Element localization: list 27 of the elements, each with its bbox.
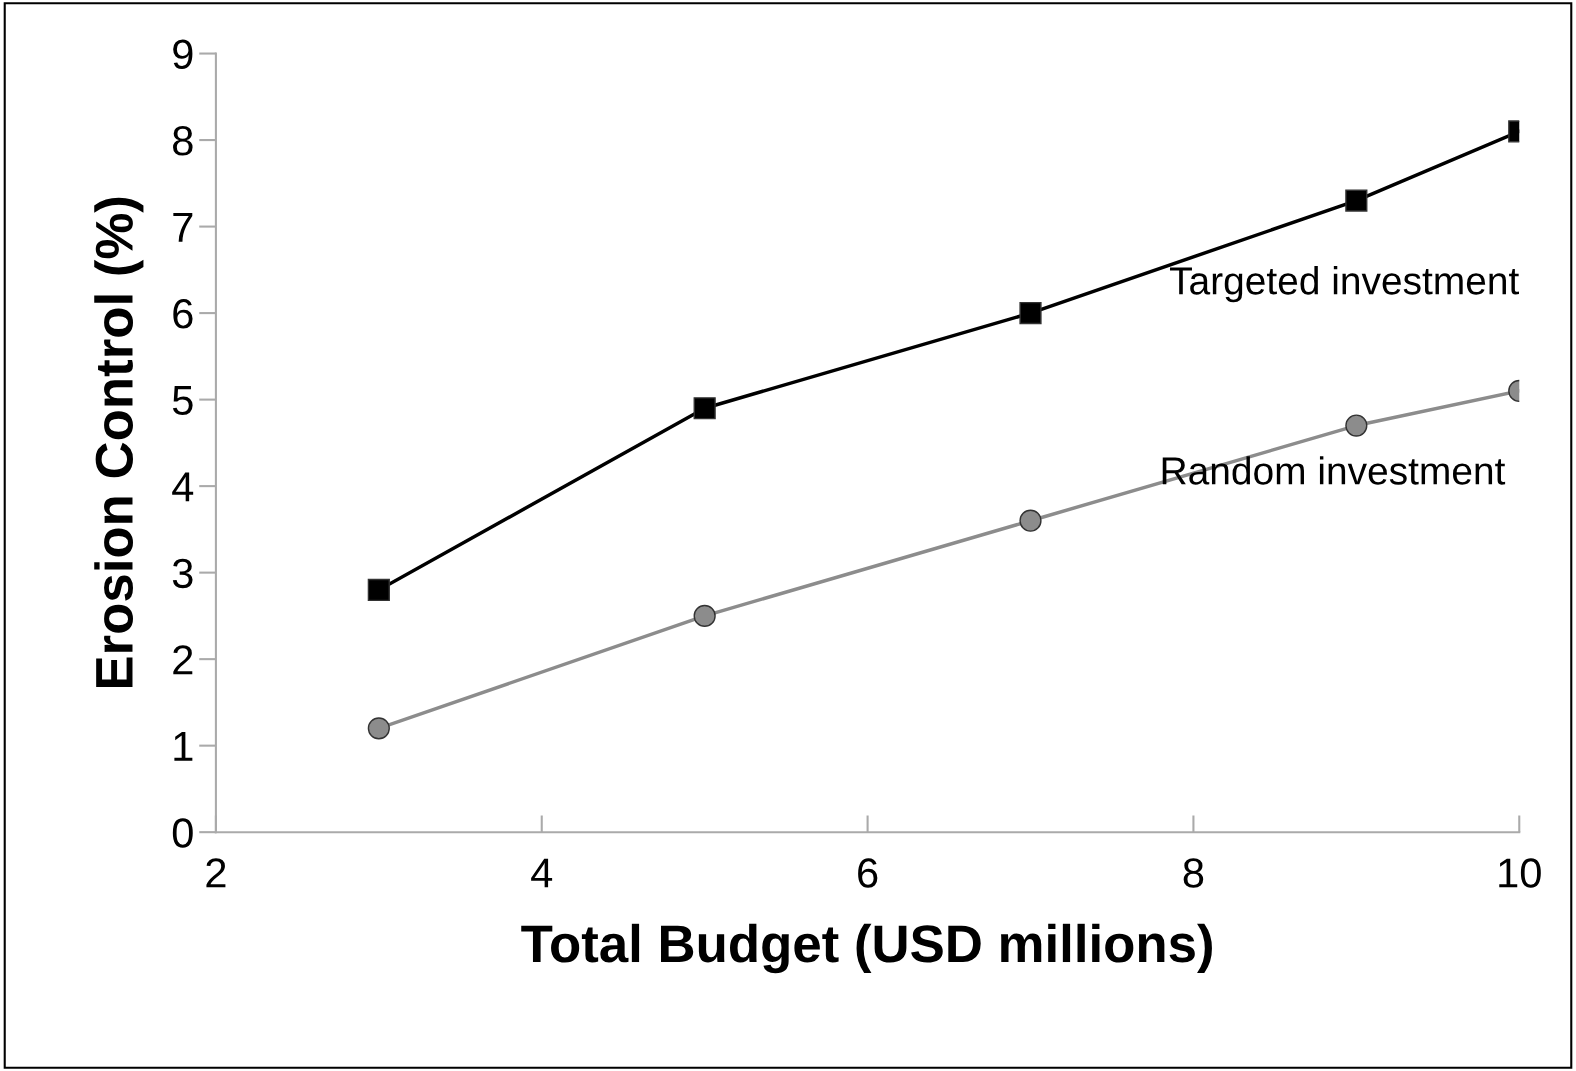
y-tick-label: 4 <box>172 472 194 502</box>
point <box>693 397 716 420</box>
x-tick-label: 2 <box>206 858 226 888</box>
y-tick-label: 2 <box>173 645 193 675</box>
point <box>693 604 716 627</box>
y-tick-label: 8 <box>173 126 193 156</box>
point <box>1345 189 1368 212</box>
y-axis-title: Erosion Control (%) <box>94 197 144 688</box>
y-tick-label: 6 <box>173 299 193 329</box>
y-tick-label: 3 <box>172 558 193 589</box>
point <box>1345 414 1368 437</box>
point <box>1019 509 1042 532</box>
point <box>1019 301 1042 325</box>
series-label: Random investment <box>1162 456 1506 485</box>
y-tick-label: 1 <box>174 732 193 761</box>
point <box>367 717 390 740</box>
y-tick-label: 5 <box>172 386 193 416</box>
y-tick-label: 9 <box>173 39 193 70</box>
x-tick-label: 6 <box>858 858 878 888</box>
x-tick-label: 8 <box>1183 858 1204 888</box>
x-tick-label: 10 <box>1499 858 1541 888</box>
point <box>367 578 390 602</box>
x-axis-title: Total Budget (USD millions) <box>521 923 1212 974</box>
y-tick-label: 7 <box>173 213 193 242</box>
series-label: Targeted investment <box>1169 266 1520 303</box>
x-tick-label: 4 <box>531 858 553 888</box>
y-tick-label: 0 <box>172 818 193 848</box>
